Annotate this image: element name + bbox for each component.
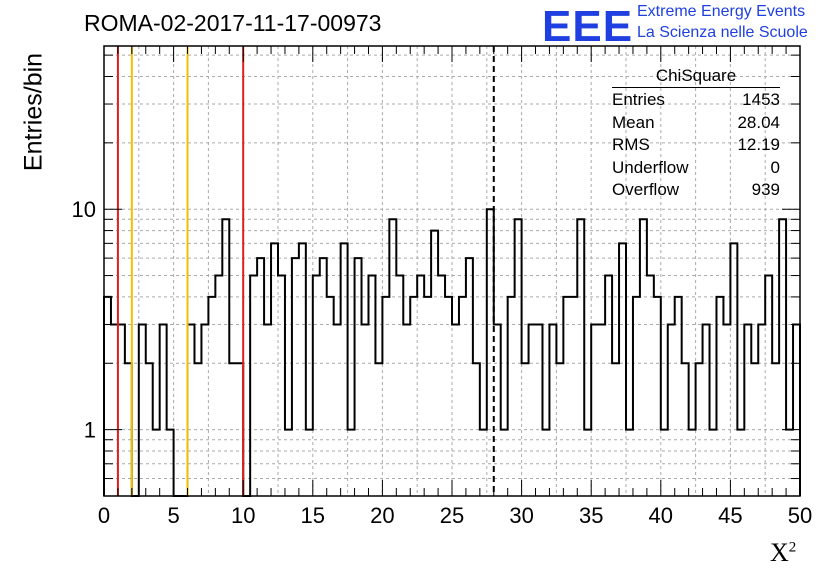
x-tick-label: 25 [440, 503, 464, 528]
histogram-bin [529, 324, 536, 496]
histogram-outline [103, 208, 801, 497]
histogram-bin [201, 324, 208, 496]
histogram-bin [640, 219, 647, 496]
logo-caption-2: La Scienza nelle Scuole [637, 24, 808, 41]
histogram-bin [744, 324, 751, 496]
stats-row-overflow: Overflow 939 [612, 180, 780, 199]
histogram-bin [222, 219, 229, 496]
histogram-bin [250, 276, 257, 496]
histogram-bin [598, 324, 605, 496]
histogram-bin [278, 276, 285, 496]
histogram-bin [111, 324, 118, 496]
histogram-bin [487, 209, 494, 496]
histogram-bin [320, 258, 327, 496]
histogram-bin [215, 276, 222, 496]
stats-box: ChiSquare Entries 1453 Mean 28.04 RMS 12.19… [612, 66, 780, 203]
histogram-bin [257, 258, 264, 496]
stats-row-entries: Entries 1453 [612, 90, 780, 109]
stats-title: ChiSquare [612, 66, 780, 88]
histogram-bin [536, 324, 543, 496]
histogram-bin [452, 324, 459, 496]
histogram-bin [466, 258, 473, 496]
run-title: ROMA-02-2017-11-17-00973 [84, 10, 382, 36]
histogram-bin [779, 219, 786, 496]
logo-caption-1: Extreme Energy Events [637, 3, 806, 20]
marker-lines [116, 46, 495, 496]
histogram-bin [570, 297, 577, 496]
x-tick-label: 0 [98, 503, 110, 528]
x-axis-label: X2 [770, 538, 797, 567]
x-tick-label: 30 [509, 503, 533, 528]
y-tick-label: 10 [72, 197, 96, 222]
histogram-bin [793, 324, 800, 496]
histogram-bin [341, 243, 348, 496]
histogram-bin [334, 324, 341, 496]
y-axis-label: Entries/bin [19, 52, 48, 172]
histogram-bin [758, 324, 765, 496]
histogram-bin [730, 243, 737, 496]
histogram-bin [675, 297, 682, 496]
histogram-bin [362, 324, 369, 496]
histogram-bin [668, 324, 675, 496]
histogram-bin [208, 297, 215, 496]
x-tick-label: 15 [301, 503, 325, 528]
histogram-bin [327, 297, 334, 496]
histogram-bin [723, 324, 730, 496]
histogram-bin [438, 276, 445, 496]
x-tick-label: 20 [370, 503, 394, 528]
stats-row-underflow: Underflow 0 [612, 157, 780, 177]
stats-row-rms: RMS 12.19 [612, 135, 780, 154]
histogram-bin [591, 324, 598, 496]
histogram-bin [396, 276, 403, 496]
histogram-bin [459, 297, 466, 496]
histogram-bin [410, 297, 417, 496]
histogram-bin [619, 243, 626, 496]
histogram-bin [703, 324, 710, 496]
histogram-bin [417, 276, 424, 496]
histogram-bin [160, 324, 167, 496]
histogram-bin [765, 276, 772, 496]
axes: 0 5 10 15 20 25 30 35 40 45 50 1 10 [72, 45, 812, 528]
histogram-bin [104, 297, 111, 496]
histogram-bin [313, 276, 320, 496]
histogram-bin [368, 276, 375, 496]
histogram-bin [633, 297, 640, 496]
histogram-bin [355, 258, 362, 496]
histogram-bin [118, 324, 125, 496]
y-tick-label: 1 [84, 418, 96, 443]
x-tick-label: 35 [579, 503, 603, 528]
histogram-bin [299, 243, 306, 496]
histogram-bin [563, 297, 570, 496]
histogram-bin [654, 297, 661, 496]
histogram-series [103, 208, 801, 497]
histogram-bin [382, 297, 389, 496]
histogram-bin [188, 324, 195, 496]
histogram-bin [264, 324, 271, 496]
histogram-bin [139, 324, 146, 496]
x-tick-label: 50 [788, 503, 812, 528]
histogram-bin [716, 297, 723, 496]
histogram-bin [389, 219, 396, 496]
x-tick-label: 45 [718, 503, 742, 528]
histogram-bin [508, 297, 515, 496]
histogram-bin [515, 219, 522, 496]
x-tick-label: 10 [231, 503, 255, 528]
histogram-bin [647, 276, 654, 496]
histogram-bin [424, 297, 431, 496]
histogram-bin [605, 276, 612, 496]
histogram-bin [271, 243, 278, 496]
histogram-bin [292, 258, 299, 496]
histogram-bin [445, 297, 452, 496]
eee-logo: EEE [542, 2, 634, 51]
stats-row-mean: Mean 28.04 [612, 112, 780, 132]
x-tick-label: 40 [649, 503, 673, 528]
histogram-bin [577, 219, 584, 496]
histogram-bin [549, 324, 556, 496]
histogram-bin [494, 324, 501, 496]
x-tick-label: 5 [167, 503, 179, 528]
histogram-bin [403, 324, 410, 496]
